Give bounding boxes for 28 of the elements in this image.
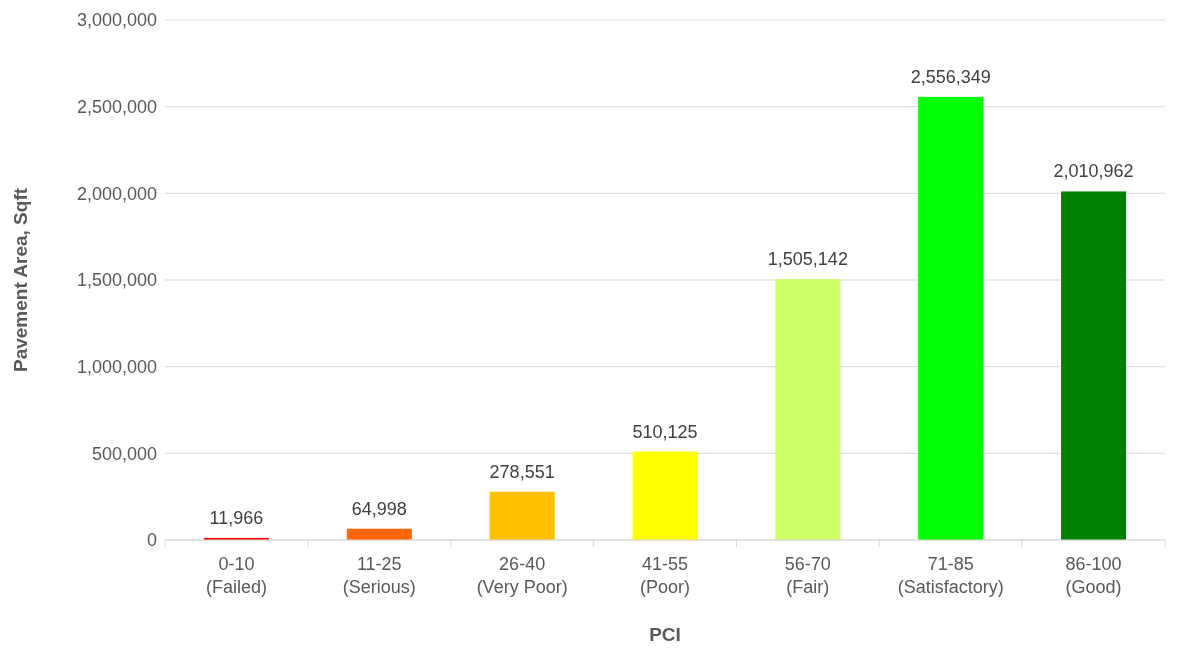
x-tick-label: 11-25 (Serious): [342, 554, 416, 597]
bar: [775, 279, 841, 540]
x-tick-label: 41-55 (Poor): [639, 554, 691, 597]
x-tick-label: 71-85 (Satisfactory): [897, 554, 1004, 597]
bar: [489, 491, 555, 540]
y-tick-label: 500,000: [91, 443, 157, 464]
y-axis-title: Pavement Area, Sqft: [10, 187, 31, 373]
y-tick-label: 3,000,000: [76, 10, 157, 31]
y-tick-label: 0: [146, 530, 157, 551]
data-label: 510,125: [632, 421, 698, 442]
data-label: 1,505,142: [767, 249, 848, 270]
y-tick-label: 2,000,000: [76, 183, 157, 204]
data-label: 2,556,349: [910, 66, 991, 87]
data-label: 64,998: [351, 498, 407, 519]
y-tick-label: 2,500,000: [76, 96, 157, 117]
x-tick-label: 0-10 (Failed): [205, 554, 267, 597]
x-tick-label: 26-40 (Very Poor): [476, 554, 568, 597]
y-tick-label: 1,000,000: [76, 356, 157, 377]
x-tick-label: 86-100 (Good): [1065, 554, 1122, 597]
bar: [1061, 191, 1127, 540]
data-label: 278,551: [489, 461, 555, 482]
x-axis-title: PCI: [649, 624, 681, 645]
bar: [918, 96, 984, 540]
bar: [632, 451, 698, 540]
y-tick-label: 1,500,000: [76, 270, 157, 291]
x-tick-label: 56-70 (Fair): [784, 554, 831, 597]
data-label: 2,010,962: [1053, 161, 1134, 182]
data-label: 11,966: [209, 507, 264, 528]
